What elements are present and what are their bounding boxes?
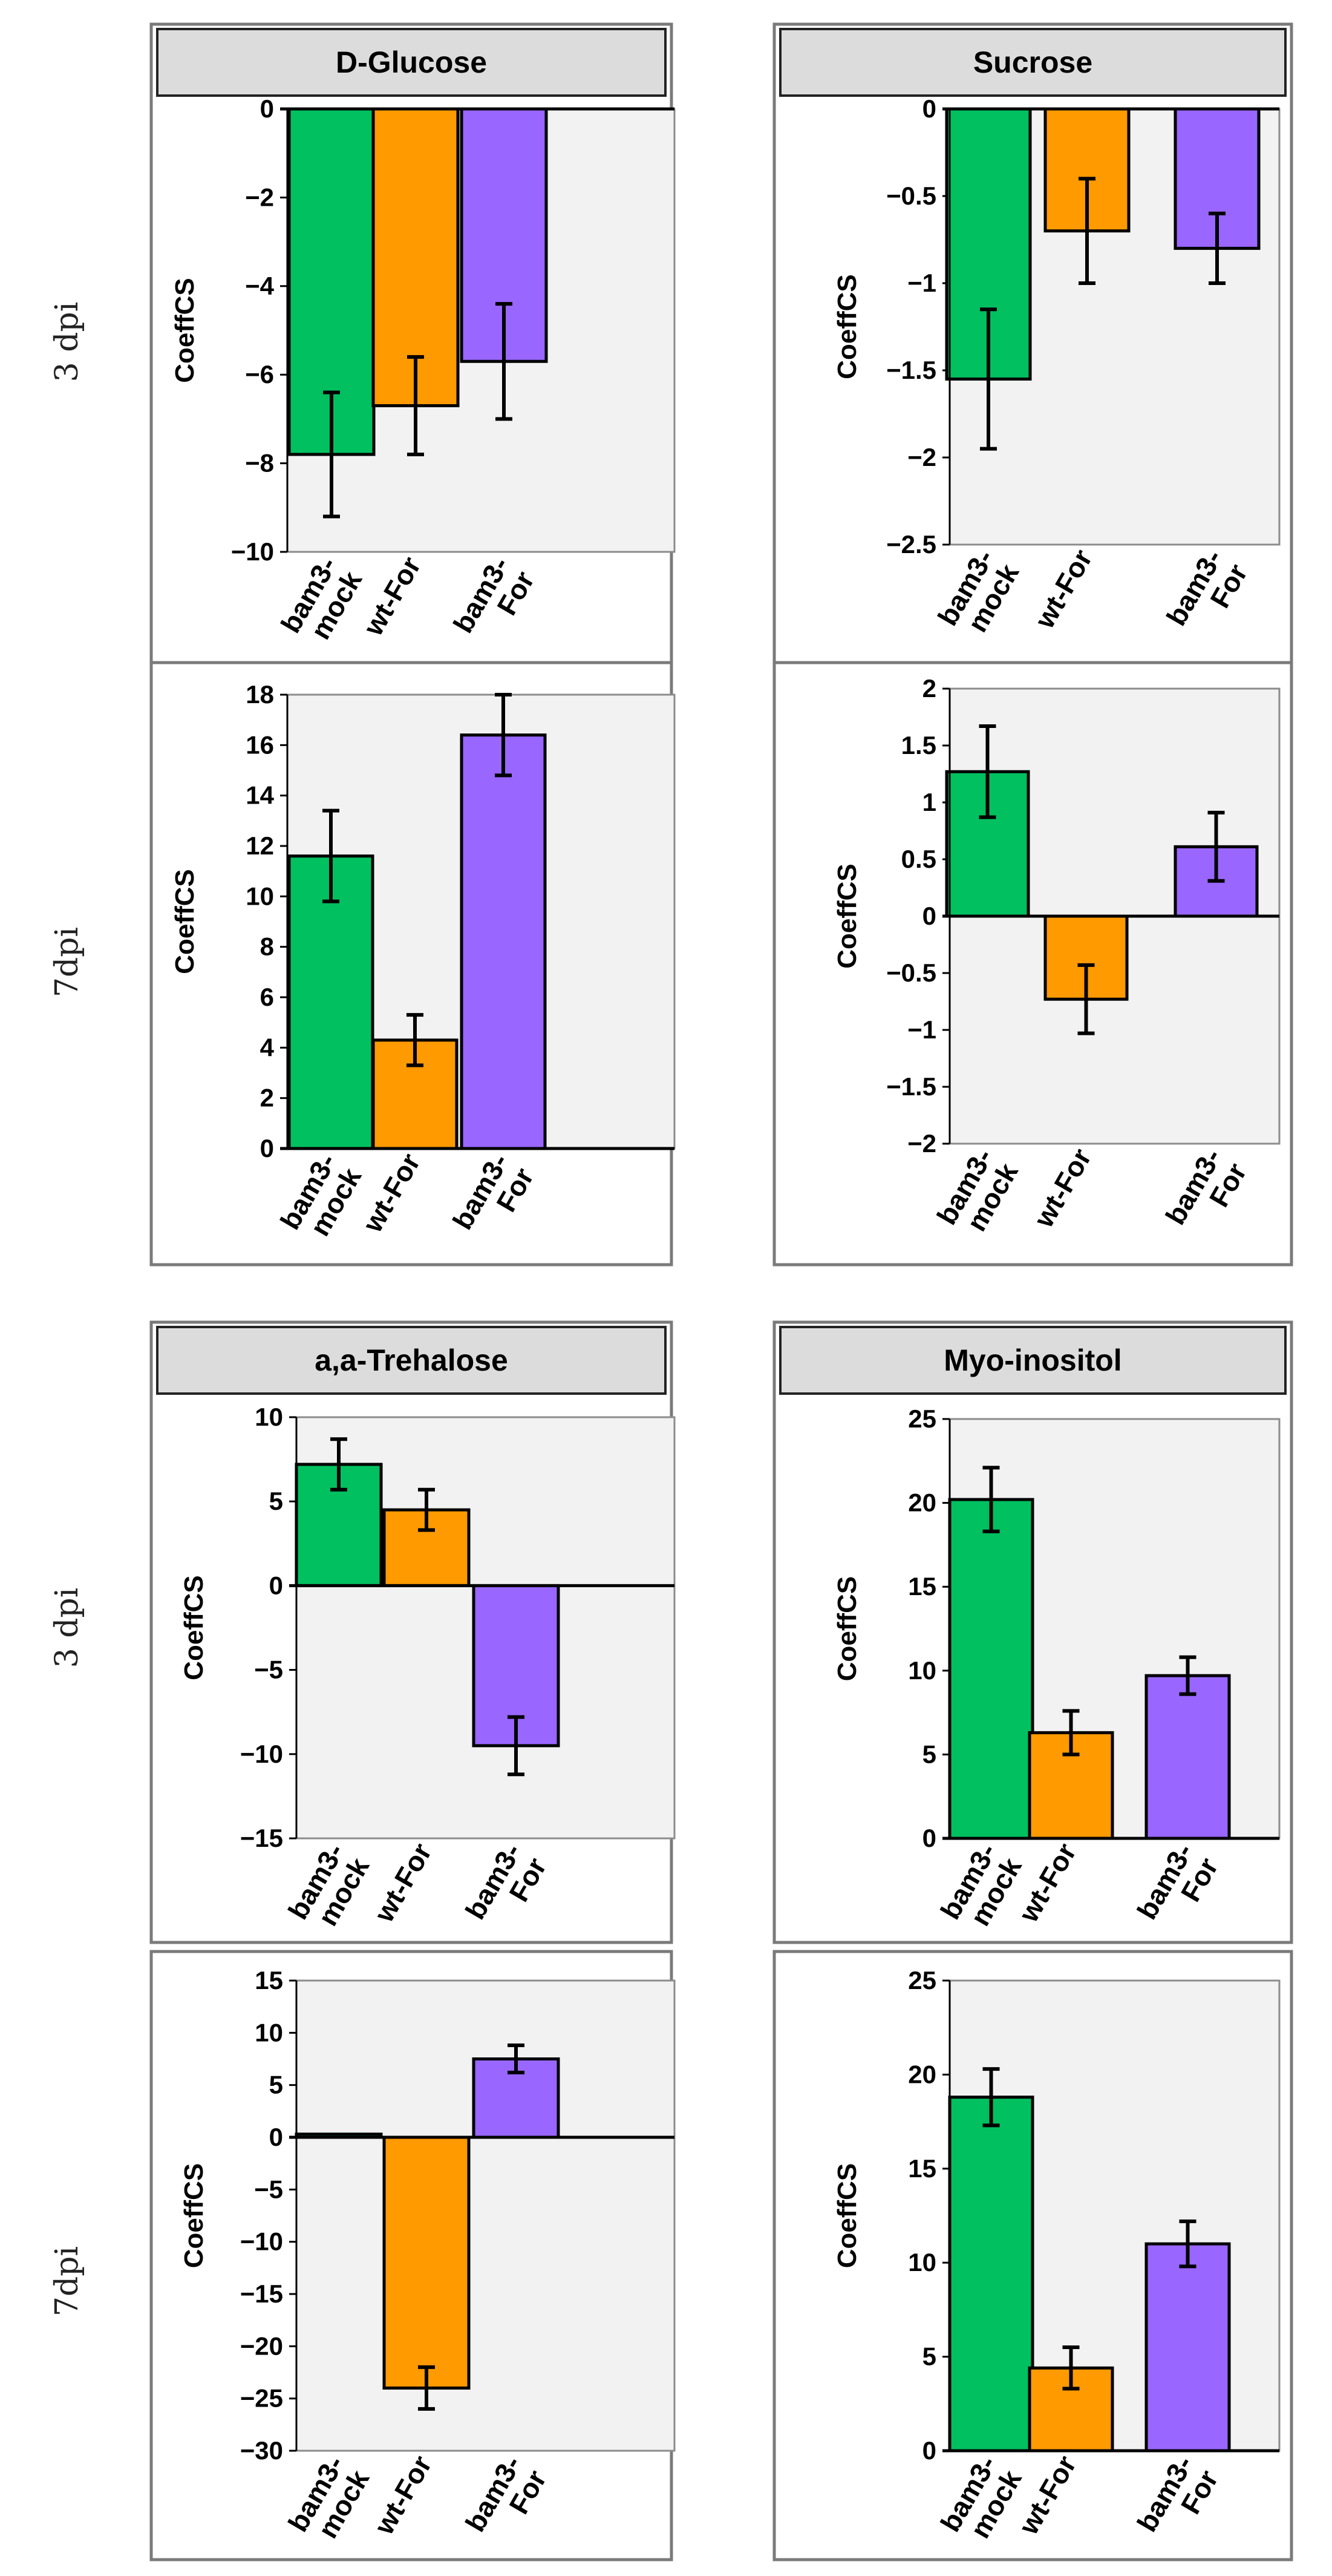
- row-label-3dpi-bottom: 3 dpi: [49, 1588, 85, 1668]
- y-tick-label: 0: [922, 1824, 936, 1852]
- y-tick-label: 1.5: [901, 731, 936, 759]
- y-tick-label: 0: [260, 1134, 274, 1162]
- y-tick-label: −1.5: [886, 356, 936, 384]
- y-tick-label: 14: [246, 781, 274, 810]
- y-tick-label: 6: [260, 983, 274, 1011]
- y-tick-label: 1: [922, 788, 936, 816]
- chart-panel-1: D-Glucose0−2−4−6−8−10CoeffCSbam3-mockwt-…: [149, 22, 676, 680]
- y-tick-label: 10: [255, 2018, 283, 2047]
- y-tick-label: −1.5: [886, 1072, 936, 1101]
- bar-bam3-mock: [948, 2096, 1034, 2453]
- y-tick-label: 25: [908, 1404, 936, 1433]
- panel-title-box: [779, 28, 1287, 97]
- chart-panels: D-Glucose0−2−4−6−8−10CoeffCSbam3-mockwt-…: [149, 22, 1293, 2561]
- y-tick-label: 15: [908, 1572, 936, 1601]
- y-tick-label: 12: [246, 831, 274, 860]
- y-tick-label: −15: [240, 1824, 283, 1852]
- y-tick-label: 5: [922, 1740, 936, 1768]
- y-tick-label: −10: [240, 1740, 283, 1768]
- y-tick-label: 0: [269, 1571, 283, 1599]
- y-tick-label: 10: [908, 1656, 936, 1685]
- y-tick-label: −0.5: [886, 182, 936, 210]
- y-axis-title: CoeffCS: [170, 869, 200, 974]
- panel-title: D-Glucose: [336, 45, 487, 79]
- y-axis-title: CoeffCS: [832, 864, 862, 969]
- y-tick-label: 20: [908, 2060, 936, 2088]
- y-tick-label: 20: [908, 1489, 936, 1517]
- y-tick-label: −5: [254, 1656, 283, 1684]
- y-tick-label: 0: [922, 2436, 936, 2465]
- panel-title: a,a-Trehalose: [315, 1343, 508, 1377]
- panel-title-box: [156, 1326, 667, 1395]
- y-tick-label: 10: [255, 1403, 283, 1431]
- panel-title-box: [779, 1326, 1287, 1395]
- y-tick-label: 2: [260, 1084, 274, 1112]
- bar-wt-For: [382, 2135, 471, 2390]
- panel-title: Sucrose: [973, 45, 1092, 79]
- y-tick-label: 10: [908, 2248, 936, 2276]
- row-label-3dpi-top: 3 dpi: [49, 302, 85, 382]
- x-category-label: bam3-mock: [930, 1143, 1024, 1245]
- y-axis-title: CoeffCS: [832, 1576, 862, 1682]
- y-axis-title: CoeffCS: [179, 1575, 209, 1680]
- panel-title: Myo-inositol: [944, 1343, 1121, 1377]
- y-axis-title: CoeffCS: [170, 278, 200, 383]
- y-tick-label: −4: [245, 272, 275, 300]
- y-tick-label: −15: [240, 2279, 283, 2308]
- row-label-7dpi-bottom: 7dpi: [49, 2246, 85, 2316]
- bar-bam3-For: [460, 733, 547, 1150]
- y-axis-title: CoeffCS: [832, 274, 862, 379]
- y-tick-label: −20: [240, 2332, 283, 2360]
- y-tick-label: 0: [269, 2123, 283, 2151]
- y-tick-label: 2: [922, 674, 936, 703]
- y-tick-label: 5: [269, 2071, 283, 2099]
- y-tick-label: 0: [260, 94, 274, 123]
- y-tick-label: −6: [245, 360, 274, 388]
- y-tick-label: −10: [231, 537, 274, 566]
- chart-panel-7: 151050−5−10−15−20−25−30CoeffCSbam3-mockw…: [149, 1950, 676, 2561]
- y-tick-label: −0.5: [886, 959, 936, 987]
- y-tick-label: 15: [255, 1966, 283, 1994]
- y-axis-title: CoeffCS: [179, 2163, 209, 2269]
- y-tick-label: −2: [245, 183, 274, 211]
- row-label-7dpi-top: 7dpi: [49, 927, 85, 997]
- y-tick-label: −5: [254, 2175, 283, 2203]
- y-tick-label: 8: [260, 932, 274, 961]
- y-tick-label: −1: [907, 269, 936, 297]
- y-tick-label: 10: [246, 882, 274, 910]
- y-tick-label: 0.5: [901, 845, 936, 873]
- y-tick-label: −2.5: [886, 530, 936, 559]
- y-tick-label: −10: [240, 2227, 283, 2256]
- y-axis-title: CoeffCS: [832, 2163, 862, 2269]
- bar-bam3-mock: [948, 1498, 1034, 1840]
- y-tick-label: 16: [246, 730, 274, 759]
- y-tick-label: 0: [922, 902, 936, 930]
- y-tick-label: 15: [908, 2154, 936, 2183]
- y-tick-label: 5: [922, 2342, 936, 2371]
- bar-bam3-For: [1144, 1674, 1231, 1840]
- bar-bam3-For: [1144, 2242, 1231, 2453]
- panel-title-box: [156, 28, 667, 97]
- y-tick-label: −30: [240, 2436, 283, 2465]
- chart-panel-6: Myo-inositol2520151050CoeffCSbam3-mockwt…: [772, 1320, 1293, 1944]
- y-tick-label: 4: [260, 1033, 275, 1061]
- chart-panel-2: Sucrose0−0.5−1−1.5−2−2.5CoeffCSbam3-mock…: [772, 22, 1293, 680]
- y-tick-label: 5: [269, 1487, 283, 1515]
- y-tick-label: 18: [246, 680, 274, 709]
- y-tick-label: 0: [922, 94, 936, 123]
- y-tick-label: −2: [907, 443, 936, 471]
- y-tick-label: −2: [907, 1129, 936, 1158]
- y-tick-label: −1: [907, 1015, 936, 1044]
- y-tick-label: −25: [240, 2384, 283, 2413]
- y-tick-label: −8: [245, 449, 274, 477]
- y-tick-label: 25: [908, 1966, 936, 1994]
- plot-area: [295, 1979, 676, 2452]
- chart-panel-5: a,a-Trehalose1050−5−10−15CoeffCSbam3-moc…: [149, 1320, 676, 1944]
